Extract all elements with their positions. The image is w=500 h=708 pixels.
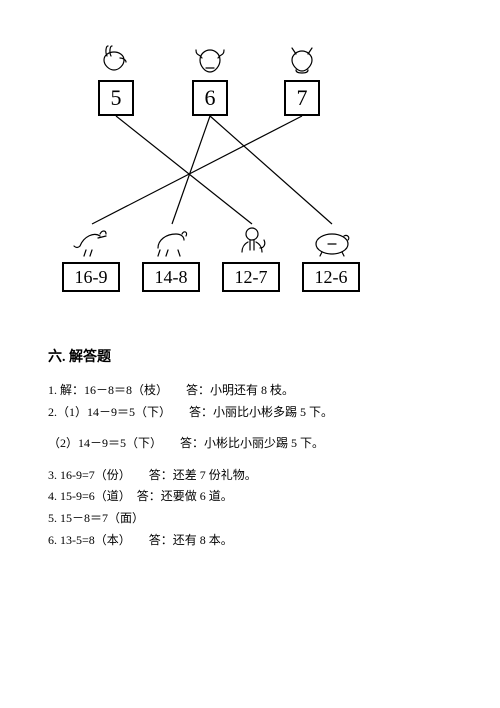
answer-line: 6. 13-5=8（本） 答：还有 8 本。: [48, 530, 452, 552]
top-number-card: 6: [192, 80, 228, 116]
answer-line: 5. 15－8＝7（面）: [48, 508, 452, 530]
bottom-expression-card: 12-6: [302, 262, 360, 292]
matching-diagram: 5 6 7 16-9 14-8 12-7 12-6: [56, 40, 396, 320]
section-title: 六. 解答题: [48, 346, 452, 366]
cat-icon: [278, 40, 326, 78]
answer-line: 1. 解：16－8＝8（枝） 答：小明还有 8 枝。: [48, 380, 452, 402]
answer-line: 3. 16-9=7（份） 答：还差 7 份礼物。: [48, 465, 452, 487]
page: 5 6 7 16-9 14-8 12-7 12-6 六. 解答题 1. 解：16－8＝8（…: [0, 0, 500, 708]
rooster-icon: [68, 220, 116, 258]
rabbit-icon: [92, 40, 140, 78]
blank-line: [48, 455, 452, 465]
top-number-card: 5: [98, 80, 134, 116]
goat-icon: [148, 220, 196, 258]
bottom-expression-card: 12-7: [222, 262, 280, 292]
dog-icon: [186, 40, 234, 78]
answer-line: 4. 15-9=6（道） 答：还要做 6 道。: [48, 486, 452, 508]
monkey-icon: [228, 220, 276, 258]
bottom-expression-card: 14-8: [142, 262, 200, 292]
blank-line: [48, 423, 452, 433]
top-number-card: 7: [284, 80, 320, 116]
answer-line: （2）14－9＝5（下） 答：小彬比小丽少踢 5 下。: [48, 433, 452, 455]
answer-line: 2.（1）14－9＝5（下） 答：小丽比小彬多踢 5 下。: [48, 402, 452, 424]
bottom-expression-card: 16-9: [62, 262, 120, 292]
answers-block: 1. 解：16－8＝8（枝） 答：小明还有 8 枝。2.（1）14－9＝5（下）…: [48, 380, 452, 551]
pig-icon: [308, 220, 356, 258]
